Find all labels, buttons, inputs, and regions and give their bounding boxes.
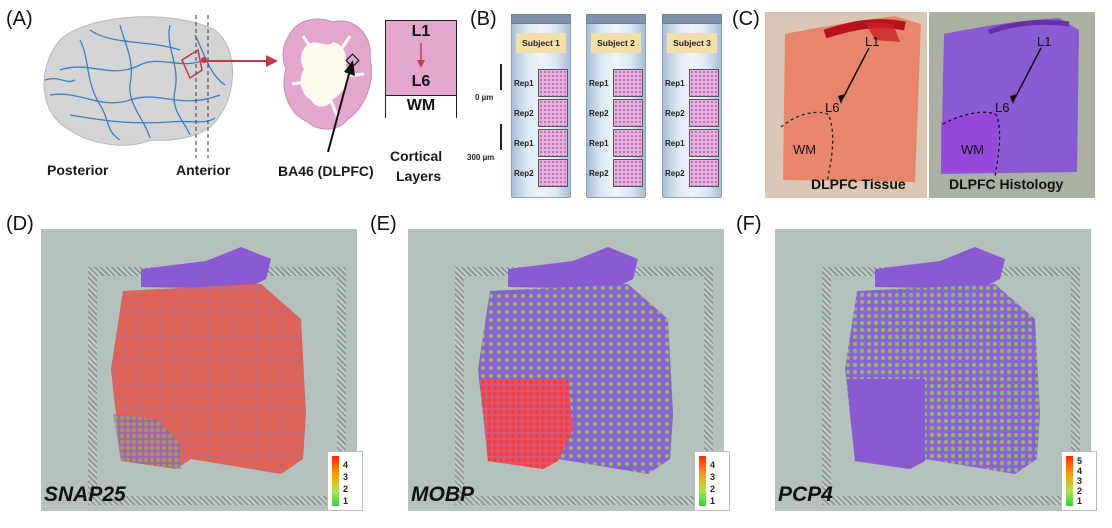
slide-subject-1: Subject 1 Rep1 Rep2 Rep1 Rep2 (511, 14, 571, 198)
rep-label: Rep1 (589, 139, 609, 148)
panel-b-label: (B) (470, 8, 497, 30)
rep-label: Rep2 (665, 169, 685, 178)
histology-shape (941, 18, 1079, 178)
colorbar-tick: 2 (1077, 486, 1083, 496)
dlpfc-histology-photo: L1 L6 WM DLPFC Histology (929, 12, 1095, 198)
colorbar-gradient (1066, 456, 1073, 506)
tissue-expression-snap25 (111, 247, 306, 474)
rep-label: Rep2 (514, 109, 534, 118)
subject-label: Subject 1 (516, 33, 566, 53)
gene-label-snap25: SNAP25 (44, 483, 126, 506)
rep-label: Rep2 (589, 109, 609, 118)
colorbar-tick: 1 (1077, 496, 1083, 506)
tissue-title: DLPFC Tissue (811, 176, 906, 192)
anterior-label: Anterior (176, 162, 231, 178)
capture-area (689, 129, 719, 157)
tissue-wm-label: WM (793, 142, 817, 157)
rep-label: Rep1 (589, 79, 609, 88)
spatial-map-mobp: MOBP 4 3 2 1 (408, 229, 730, 511)
colorbar-tick: 3 (1077, 476, 1083, 486)
layer-l6-label: L6 (411, 73, 431, 90)
subject-label: Subject 2 (591, 33, 641, 53)
capture-area (613, 99, 643, 127)
tissue-expression-mobp (478, 247, 673, 474)
rep-label: Rep2 (665, 109, 685, 118)
colorbar-tick: 1 (710, 496, 716, 506)
capture-area (689, 159, 719, 187)
spatial-map-snap25: SNAP25 4 3 2 1 (41, 229, 363, 511)
section-pointer-arrow (327, 60, 355, 153)
subject-label: Subject 3 (667, 33, 717, 53)
colorbar-mobp: 4 3 2 1 (694, 451, 730, 511)
capture-area (689, 69, 719, 97)
panel-c-label: (C) (732, 8, 760, 30)
histology-wm-label: WM (961, 142, 985, 157)
rep-label: Rep1 (665, 79, 685, 88)
colorbar-pcp4: 5 4 3 2 1 (1061, 451, 1097, 511)
colorbar-tick: 4 (1077, 466, 1083, 476)
capture-area (538, 129, 568, 157)
colorbar-tick: 4 (710, 460, 716, 470)
layer-l1-label: L1 (411, 23, 431, 40)
capture-area (538, 159, 568, 187)
cortical-label: Cortical (390, 148, 443, 164)
panel-d-label: (D) (6, 213, 34, 235)
rep-label: Rep1 (514, 139, 534, 148)
scale-300-label: 300 µm (467, 153, 495, 162)
colorbar-tick: 3 (343, 472, 349, 482)
capture-area (538, 99, 568, 127)
capture-area (613, 129, 643, 157)
panel-f-label: (F) (736, 213, 762, 235)
histology-l6-label: L6 (995, 100, 1010, 115)
brain-to-section-arrow (204, 55, 278, 67)
capture-area (613, 159, 643, 187)
white-matter-label: WM (386, 95, 456, 118)
colorbar-tick: 5 (1077, 456, 1083, 466)
histology-title: DLPFC Histology (949, 176, 1064, 192)
rep-label: Rep1 (665, 139, 685, 148)
colorbar-tick: 4 (343, 460, 349, 470)
rep-label: Rep1 (514, 79, 534, 88)
slide-cap (662, 14, 722, 24)
scale-0-label: 0 µm (475, 93, 494, 102)
slide-cap (511, 14, 571, 24)
colorbar-gradient (699, 456, 706, 506)
colorbar-gradient (332, 456, 339, 506)
slide-subject-3: Subject 3 Rep1 Rep2 Rep1 Rep2 (662, 14, 722, 198)
colorbar-tick: 1 (343, 496, 349, 506)
slide-subject-2: Subject 2 Rep1 Rep2 Rep1 Rep2 (586, 14, 646, 198)
posterior-label: Posterior (47, 162, 109, 178)
gene-label-mobp: MOBP (411, 483, 474, 506)
colorbar-tick: 2 (343, 484, 349, 494)
layer-arrow (417, 43, 425, 68)
gene-label-pcp4: PCP4 (778, 483, 833, 506)
panel-a-label: (A) (6, 8, 33, 30)
ba46-label: BA46 (DLPFC) (278, 163, 374, 179)
tissue-l1-label: L1 (865, 34, 880, 49)
capture-area (538, 69, 568, 97)
tissue-expression-pcp4 (845, 247, 1040, 474)
slide-cap (586, 14, 646, 24)
colorbar-snap25: 4 3 2 1 (327, 451, 363, 511)
tissue-shape (780, 16, 921, 183)
layers-label: Layers (396, 168, 442, 184)
capture-area (689, 99, 719, 127)
capture-area (613, 69, 643, 97)
tissue-l6-label: L6 (825, 100, 840, 115)
dlpfc-tissue-photo: L1 L6 WM DLPFC Tissue (765, 12, 927, 198)
colorbar-tick: 3 (710, 472, 716, 482)
panel-e-label: (E) (370, 213, 397, 235)
cortical-layers-box: L1 L6 WM (385, 20, 457, 118)
histology-l1-label: L1 (1037, 34, 1052, 49)
spatial-map-pcp4: PCP4 5 4 3 2 1 (775, 229, 1097, 511)
colorbar-tick: 2 (710, 484, 716, 494)
rep-label: Rep2 (514, 169, 534, 178)
rep-label: Rep2 (589, 169, 609, 178)
brain-illustration (43, 15, 233, 158)
scale-bar-0 (500, 64, 502, 90)
scale-bar-300 (500, 124, 502, 150)
dlpfc-section-illustration (282, 18, 372, 130)
